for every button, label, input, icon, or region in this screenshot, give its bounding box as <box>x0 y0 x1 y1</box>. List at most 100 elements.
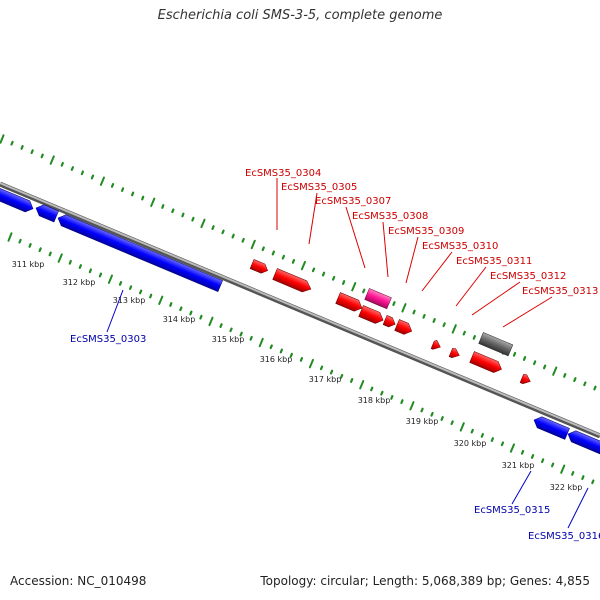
major-tick <box>359 380 365 390</box>
major-tick <box>258 337 264 348</box>
minor-tick <box>149 293 153 299</box>
major-tick <box>0 134 5 144</box>
gene-label-ecsms35-0305: EcSMS35_0305 <box>281 182 357 193</box>
leader-line <box>502 296 553 328</box>
major-tick <box>509 443 515 453</box>
gene-label-ecsms35-0313: EcSMS35_0313 <box>522 286 598 297</box>
minor-tick <box>571 471 575 476</box>
gene-ecsms35-0310 <box>382 315 396 328</box>
minor-tick <box>583 381 587 387</box>
genome-backbone-highlight <box>0 182 600 436</box>
minor-tick <box>221 229 225 235</box>
minor-tick <box>573 377 577 382</box>
minor-tick <box>422 313 426 319</box>
minor-tick <box>189 310 193 316</box>
minor-tick <box>332 275 336 281</box>
major-tick <box>401 303 407 313</box>
gene-reverse-1 <box>0 188 34 213</box>
gene-label-ecsms35-0310: EcSMS35_0310 <box>422 241 498 252</box>
kbp-label: 314 kbp <box>163 315 196 324</box>
major-tick <box>560 464 566 474</box>
minor-tick <box>38 247 42 253</box>
minor-tick <box>129 285 133 290</box>
gene-ecsms35-0315 <box>533 416 570 440</box>
leader-line <box>471 281 521 316</box>
major-tick <box>552 366 558 376</box>
leader-line <box>382 221 389 278</box>
gene-ecsms35-0303 <box>57 214 223 293</box>
minor-tick <box>362 288 366 294</box>
gene-label-ecsms35-0315: EcSMS35_0315 <box>474 505 550 516</box>
minor-tick <box>78 264 83 269</box>
minor-tick <box>581 475 585 480</box>
gene-label-ecsms35-0309: EcSMS35_0309 <box>388 226 464 237</box>
gene-reverse-2 <box>35 204 59 223</box>
major-tick <box>107 274 113 284</box>
minor-tick <box>480 433 484 438</box>
leader-line <box>106 289 124 333</box>
gene-ecsms35-0313 <box>448 348 460 359</box>
minor-tick <box>191 216 195 222</box>
minor-tick <box>171 208 175 214</box>
minor-tick <box>169 302 173 307</box>
gene-label-ecsms35-0303: EcSMS35_0303 <box>70 334 146 345</box>
forward-strand-genes <box>249 259 531 385</box>
gene-label-ecsms35-0304: EcSMS35_0304 <box>245 168 321 179</box>
kbp-label: 320 kbp <box>454 439 487 448</box>
minor-tick <box>299 357 304 362</box>
gene-label-ecsms35-0308: EcSMS35_0308 <box>352 211 428 222</box>
minor-tick <box>532 360 537 366</box>
minor-tick <box>540 458 545 464</box>
minor-tick <box>10 140 14 146</box>
minor-tick <box>40 153 44 159</box>
accession-text: Accession: NC_010498 <box>10 574 147 588</box>
kbp-label: 312 kbp <box>63 278 96 287</box>
kbp-label: 315 kbp <box>212 335 245 344</box>
kbp-label: 321 kbp <box>502 461 535 470</box>
major-tick <box>150 197 156 207</box>
major-tick <box>7 232 13 242</box>
gene-ecsms35-0304 <box>249 259 268 274</box>
minor-tick <box>412 309 416 315</box>
minor-tick <box>90 174 95 180</box>
kbp-label: 316 kbp <box>260 355 293 364</box>
leader-line <box>455 266 487 307</box>
minor-tick <box>20 145 24 150</box>
minor-tick <box>279 348 283 354</box>
kbp-scale: 311 kbp 312 kbp 313 kbp 314 kbp 315 kbp … <box>12 260 583 492</box>
minor-tick <box>139 289 143 295</box>
minor-tick <box>350 378 354 383</box>
minor-tick <box>271 250 275 256</box>
lower-tick-track <box>7 232 595 485</box>
minor-tick <box>450 420 454 426</box>
minor-tick <box>563 373 567 378</box>
major-tick <box>308 358 314 369</box>
major-tick <box>208 316 214 327</box>
minor-tick <box>420 407 424 413</box>
forward-gene-labels: EcSMS35_0304 EcSMS35_0305 EcSMS35_0307 E… <box>245 168 598 328</box>
minor-tick <box>70 166 75 171</box>
minor-tick <box>80 170 85 176</box>
minor-tick <box>98 272 103 278</box>
minor-tick <box>311 267 316 273</box>
minor-tick <box>60 161 64 167</box>
minor-tick <box>269 344 273 350</box>
minor-tick <box>249 335 253 341</box>
minor-tick <box>462 330 466 336</box>
minor-tick <box>18 238 22 244</box>
minor-tick <box>229 327 233 333</box>
major-tick <box>451 324 457 334</box>
minor-tick <box>512 351 517 357</box>
gene-ecsms35-0309 <box>358 305 384 324</box>
minor-tick <box>432 318 436 323</box>
minor-tick <box>340 373 344 379</box>
major-tick <box>49 155 55 165</box>
minor-tick <box>118 281 123 286</box>
major-tick <box>351 282 357 292</box>
minor-tick <box>131 191 135 197</box>
minor-tick <box>231 233 235 239</box>
minor-tick <box>321 271 326 277</box>
major-tick <box>459 422 465 432</box>
minor-tick <box>291 259 296 264</box>
